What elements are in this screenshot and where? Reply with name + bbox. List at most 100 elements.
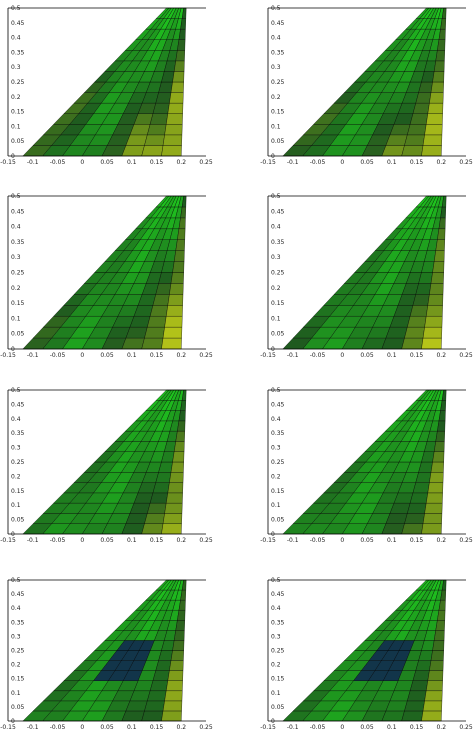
x-tick-label: 0.2 xyxy=(176,724,186,731)
y-tick-label: 0 xyxy=(11,531,15,538)
x-tick-label: 0.05 xyxy=(360,159,374,166)
y-tick-label: 0.5 xyxy=(11,387,21,394)
x-tick-label: -0.05 xyxy=(50,537,66,544)
x-tick-label: -0.15 xyxy=(260,352,276,359)
heatmap-cell xyxy=(407,502,427,514)
y-tick-label: 0 xyxy=(11,718,15,725)
heatmap-cell xyxy=(429,472,444,483)
heatmap-cell xyxy=(175,620,185,631)
y-tick-label: 0 xyxy=(271,531,275,538)
y-tick-label: 0.3 xyxy=(11,254,21,261)
heatmap-cell xyxy=(141,523,164,535)
heatmap-cell xyxy=(155,92,172,104)
heatmap-cell xyxy=(412,670,430,681)
x-tick-label: 0.1 xyxy=(387,537,397,544)
x-tick-label: 0.05 xyxy=(100,159,114,166)
heatmap-panel-row4-left: -0.15 -0.1 -0.05 0 0.05 0.1 0.15 0.2 0.25 0 0.05 0.… xyxy=(0,577,213,731)
y-tick-label: 0.45 xyxy=(11,208,25,215)
x-tick-label: 0 xyxy=(80,724,84,731)
y-tick-label: 0.15 xyxy=(271,676,285,683)
x-tick-label: 0.15 xyxy=(410,537,424,544)
heatmap-cell xyxy=(173,250,185,262)
y-tick-label: 0.1 xyxy=(271,123,281,130)
y-tick-label: 0.4 xyxy=(11,416,21,423)
x-tick-label: -0.1 xyxy=(27,724,39,731)
x-tick-label: 0 xyxy=(80,159,84,166)
heatmap-cell xyxy=(432,640,445,651)
heatmap-cell xyxy=(429,92,444,104)
y-tick-label: 0.45 xyxy=(271,591,285,598)
x-tick-label: -0.1 xyxy=(287,159,299,166)
heatmap-cell xyxy=(162,700,183,712)
heatmap-cell xyxy=(161,523,182,535)
heatmap-cell xyxy=(407,124,427,136)
heatmap-cell xyxy=(164,502,183,514)
x-tick-label: 0 xyxy=(80,352,84,359)
heatmap-cell xyxy=(412,482,430,494)
heatmap-cell xyxy=(430,461,444,473)
x-tick-label: -0.05 xyxy=(50,352,66,359)
y-tick-label: 0.1 xyxy=(271,502,281,509)
heatmap-cell xyxy=(162,513,183,524)
y-tick-label: 0.5 xyxy=(11,577,21,584)
heatmap-cell xyxy=(141,145,164,157)
heatmap-cell xyxy=(152,670,170,681)
heatmap-cell xyxy=(426,305,443,317)
x-tick-label: 0.1 xyxy=(387,159,397,166)
heatmap-cell xyxy=(144,134,165,146)
y-tick-label: 0.4 xyxy=(11,605,21,612)
heatmap-cell xyxy=(430,650,444,661)
heatmap-cell xyxy=(432,261,445,273)
heatmap-cell xyxy=(435,620,445,631)
y-tick-label: 0 xyxy=(271,153,275,160)
heatmap-cell xyxy=(152,102,170,114)
heatmap-cell xyxy=(121,523,145,535)
y-tick-label: 0.15 xyxy=(271,109,285,116)
x-tick-label: -0.15 xyxy=(260,724,276,731)
x-tick-label: 0.25 xyxy=(459,352,473,359)
heatmap-cell xyxy=(401,710,424,722)
y-tick-label: 0 xyxy=(11,153,15,160)
y-tick-label: 0 xyxy=(271,718,275,725)
heatmap-cell xyxy=(162,134,183,146)
heatmap-panel-row1-right: -0.15 -0.1 -0.05 0 0.05 0.1 0.15 0.2 0.25 0 0.05 0.… xyxy=(260,5,473,166)
y-tick-label: 0.4 xyxy=(11,35,21,42)
heatmap-cell xyxy=(144,513,165,524)
y-tick-label: 0.05 xyxy=(11,517,25,524)
heatmap-cell xyxy=(170,272,184,284)
heatmap-panel-row2-right: -0.15 -0.1 -0.05 0 0.05 0.1 0.15 0.2 0.25 0 0.05 0.… xyxy=(260,193,473,359)
heatmap-cell xyxy=(432,71,445,83)
x-tick-label: 0.2 xyxy=(436,724,446,731)
x-tick-label: 0.05 xyxy=(360,352,374,359)
heatmap-cell xyxy=(424,502,443,514)
heatmap-cell xyxy=(432,451,445,463)
heatmap-cell xyxy=(409,680,429,691)
heatmap-cell xyxy=(167,102,184,114)
x-tick-label: 0.15 xyxy=(410,159,424,166)
x-tick-label: -0.05 xyxy=(310,352,326,359)
heatmap-cell xyxy=(161,710,182,722)
heatmap-cell xyxy=(141,710,164,722)
heatmap-cell xyxy=(421,145,442,157)
x-tick-label: -0.05 xyxy=(310,159,326,166)
y-tick-label: 0.25 xyxy=(11,270,25,277)
heatmap-cell xyxy=(415,660,432,671)
heatmap-cell xyxy=(164,316,183,328)
y-tick-label: 0.2 xyxy=(11,94,21,101)
y-tick-label: 0.4 xyxy=(271,605,281,612)
y-tick-label: 0.25 xyxy=(11,459,25,466)
x-tick-label: -0.15 xyxy=(260,159,276,166)
y-tick-label: 0.45 xyxy=(271,20,285,27)
heatmap-cell xyxy=(435,239,445,251)
heatmap-cell xyxy=(426,492,443,504)
heatmap-cell xyxy=(433,60,445,72)
heatmap-cell xyxy=(167,482,184,494)
x-tick-label: 0.15 xyxy=(150,352,164,359)
y-tick-label: 0.35 xyxy=(271,430,285,437)
x-tick-label: 0.05 xyxy=(100,724,114,731)
x-tick-label: 0.25 xyxy=(199,724,213,731)
x-tick-label: -0.05 xyxy=(50,724,66,731)
heatmap-cell xyxy=(401,145,424,157)
heatmap-cell xyxy=(424,690,443,702)
